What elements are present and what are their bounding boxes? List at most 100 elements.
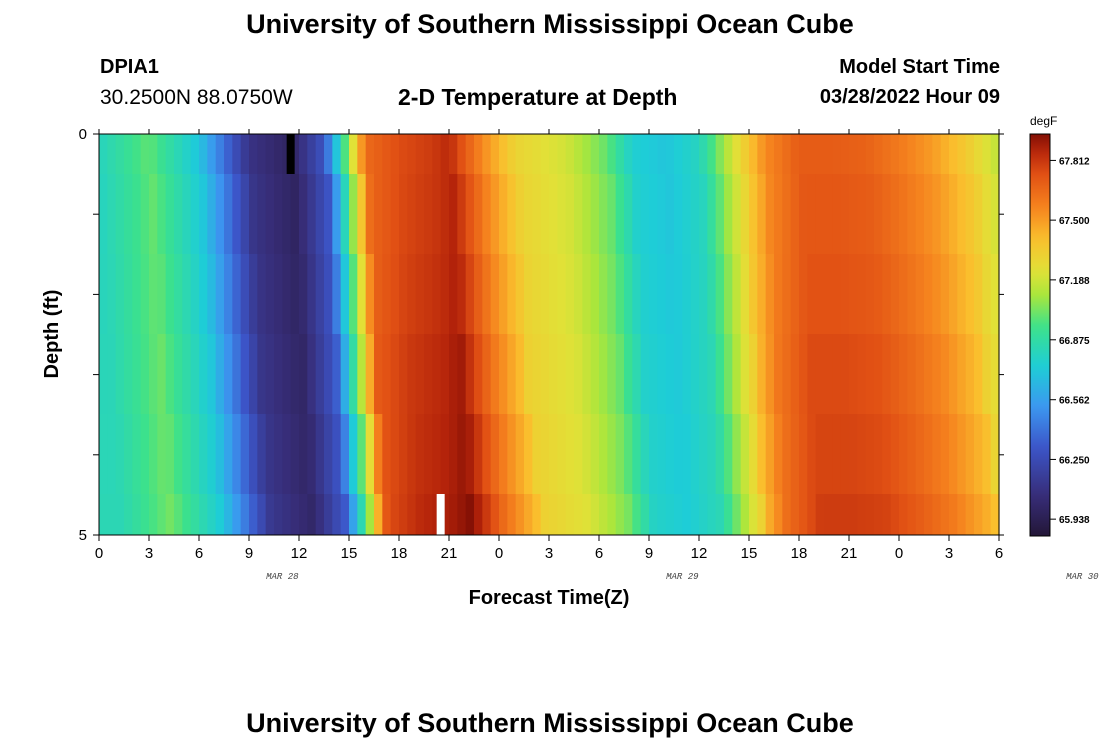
x-tick-label: 6 bbox=[595, 545, 603, 562]
heatmap-cell bbox=[449, 494, 458, 535]
heatmap-cell bbox=[649, 134, 658, 174]
heatmap-cell bbox=[382, 174, 392, 254]
heatmap-cell bbox=[874, 414, 883, 494]
heatmap-cell bbox=[515, 334, 525, 414]
main-title-top: University of Southern Mississippi Ocean… bbox=[246, 9, 854, 39]
heatmap-cell bbox=[182, 174, 192, 254]
heatmap-cell bbox=[790, 134, 800, 174]
heatmap-cell bbox=[624, 134, 633, 174]
heatmap-cell bbox=[290, 134, 300, 174]
heatmap-cell bbox=[524, 414, 533, 494]
heatmap-cell bbox=[265, 414, 275, 494]
heatmap-cell bbox=[249, 174, 258, 254]
heatmap-cell bbox=[424, 414, 433, 494]
heatmap-cell bbox=[307, 334, 317, 414]
heatmap-cell bbox=[640, 414, 650, 494]
heatmap-cell bbox=[232, 414, 242, 494]
heatmap-cell bbox=[507, 254, 517, 334]
heatmap-cell bbox=[940, 334, 950, 414]
heatmap-cell bbox=[265, 174, 275, 254]
heatmap-cell bbox=[907, 334, 917, 414]
heatmap-cell bbox=[349, 174, 358, 254]
heatmap-cell bbox=[890, 134, 900, 174]
heatmap-cell bbox=[399, 134, 408, 174]
heatmap-cell bbox=[815, 494, 825, 535]
heatmap-cell bbox=[907, 414, 917, 494]
heatmap-cell bbox=[657, 134, 667, 174]
heatmap-cell bbox=[132, 494, 142, 535]
heatmap-cell bbox=[324, 334, 333, 414]
heatmap-cell bbox=[365, 414, 375, 494]
heatmap-cell bbox=[215, 174, 225, 254]
heatmap-cell bbox=[765, 414, 775, 494]
heatmap-cell bbox=[282, 334, 292, 414]
heatmap-cell bbox=[740, 414, 750, 494]
heatmap-cell bbox=[715, 134, 725, 174]
heatmap-cell bbox=[207, 414, 217, 494]
heatmap-cell bbox=[990, 134, 1000, 174]
heatmap-cell bbox=[507, 174, 517, 254]
heatmap-cell bbox=[232, 494, 242, 535]
heatmap-cell bbox=[199, 254, 208, 334]
heatmap-cell bbox=[374, 414, 383, 494]
heatmap-cell bbox=[549, 254, 558, 334]
heatmap-cell bbox=[832, 334, 842, 414]
heatmap-cell bbox=[882, 134, 892, 174]
heatmap-cell bbox=[115, 134, 125, 174]
heatmap-cell bbox=[649, 414, 658, 494]
heatmap-cell bbox=[340, 254, 350, 334]
heatmap-cell bbox=[790, 414, 800, 494]
heatmap-cell bbox=[374, 174, 383, 254]
heatmap-cell bbox=[682, 134, 692, 174]
x-tick-label: 0 bbox=[95, 545, 103, 562]
heatmap-cell bbox=[532, 134, 542, 174]
colorbar-tick-label: 67.812 bbox=[1059, 156, 1090, 167]
heatmap-cell bbox=[257, 174, 267, 254]
heatmap-cell bbox=[632, 174, 642, 254]
heatmap-cell bbox=[674, 414, 683, 494]
heatmap-cell bbox=[874, 134, 883, 174]
heatmap-cell bbox=[457, 134, 467, 174]
heatmap-cell bbox=[590, 174, 600, 254]
heatmap-cell bbox=[449, 134, 458, 174]
x-date-label: MAR 29 bbox=[666, 572, 699, 582]
heatmap-cell bbox=[840, 414, 850, 494]
heatmap-cell bbox=[465, 134, 475, 174]
heatmap-cell bbox=[482, 414, 492, 494]
heatmap-cell bbox=[899, 334, 908, 414]
heatmap-cell bbox=[732, 174, 742, 254]
heatmap-cell bbox=[382, 494, 392, 535]
heatmap-cell bbox=[957, 174, 967, 254]
heatmap-cell bbox=[757, 254, 767, 334]
heatmap-cell bbox=[457, 334, 467, 414]
heatmap-cell bbox=[424, 134, 433, 174]
heatmap-cell bbox=[515, 174, 525, 254]
heatmap-cell bbox=[574, 334, 583, 414]
heatmap-cell bbox=[415, 134, 425, 174]
heatmap-cell bbox=[640, 134, 650, 174]
heatmap-cell bbox=[932, 134, 942, 174]
heatmap-cell bbox=[724, 334, 733, 414]
heatmap-cell bbox=[374, 254, 383, 334]
heatmap-cell bbox=[574, 254, 583, 334]
heatmap-cell bbox=[482, 494, 492, 535]
heatmap-cell bbox=[315, 134, 325, 174]
heatmap-cell bbox=[499, 494, 508, 535]
heatmap-cell bbox=[357, 494, 367, 535]
heatmap-cell bbox=[690, 494, 700, 535]
heatmap-cell bbox=[940, 174, 950, 254]
heatmap-cell bbox=[482, 254, 492, 334]
heatmap-cell bbox=[615, 134, 625, 174]
heatmap-cell bbox=[832, 414, 842, 494]
heatmap-cell bbox=[840, 254, 850, 334]
heatmap-cell bbox=[765, 334, 775, 414]
heatmap-cell bbox=[782, 134, 792, 174]
heatmap-cell bbox=[257, 414, 267, 494]
heatmap-cell bbox=[632, 254, 642, 334]
heatmap-cell bbox=[882, 414, 892, 494]
heatmap-cell bbox=[632, 334, 642, 414]
heatmap-cell bbox=[532, 334, 542, 414]
heatmap-cell bbox=[215, 134, 225, 174]
heatmap-cell bbox=[440, 494, 450, 535]
heatmap-cell bbox=[574, 494, 583, 535]
